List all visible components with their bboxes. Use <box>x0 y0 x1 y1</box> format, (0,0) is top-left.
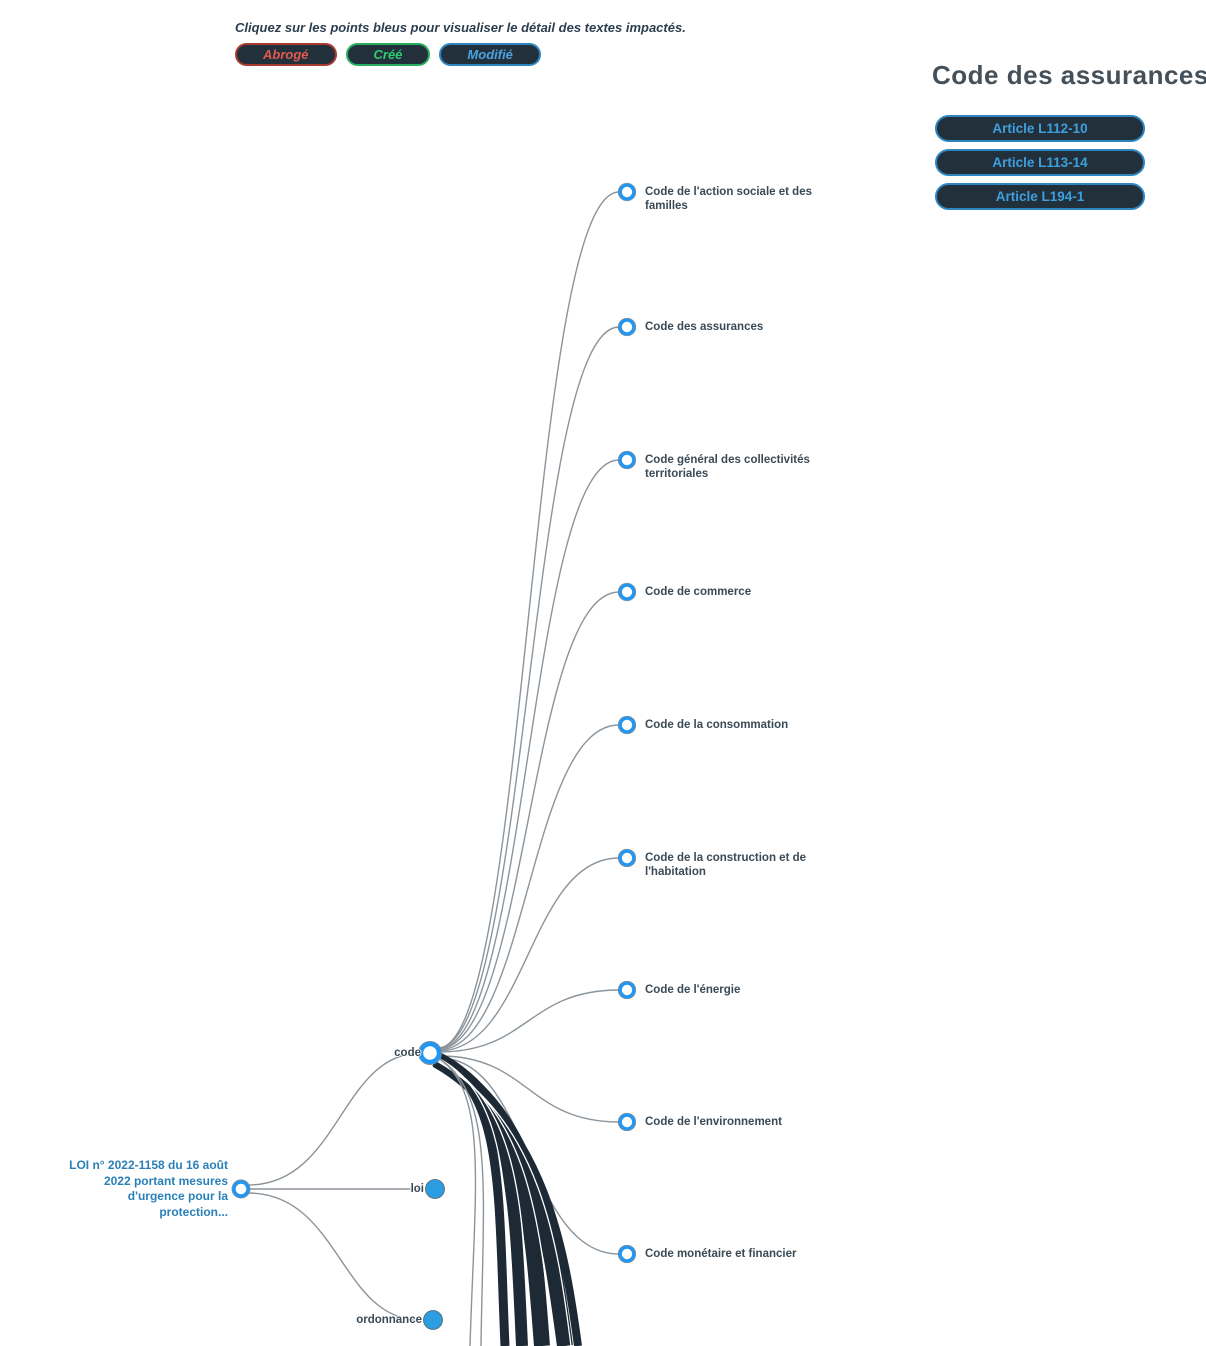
leaf-node-3[interactable] <box>617 450 637 470</box>
article-button-l113-14[interactable]: Article L113-14 <box>935 149 1145 176</box>
leaf-label-assurances: Code des assurances <box>645 321 764 333</box>
article-button-l194-1[interactable]: Article L194-1 <box>935 183 1145 210</box>
leaf-node-5[interactable] <box>617 715 637 735</box>
root-node-label: LOI n° 2022-1158 du 16 août 2022 portant… <box>69 1158 228 1219</box>
branch-node-ordonnance[interactable] <box>423 1310 443 1330</box>
leaf-label-action-sociale: Code de l'action sociale et des familles <box>645 186 812 212</box>
leaf-node-4[interactable] <box>617 582 637 602</box>
branch-label-ordonnance: ordonnance <box>356 1314 422 1326</box>
leaf-label-monetaire: Code monétaire et financier <box>645 1248 797 1260</box>
leaf-node-8[interactable] <box>617 1112 637 1132</box>
code-leaf-links <box>437 191 620 1255</box>
legend-pill-modifie[interactable]: Modifié <box>439 43 541 66</box>
instruction-text: Cliquez sur les points bleus pour visual… <box>235 20 686 35</box>
leaf-label-environnement: Code de l'environnement <box>645 1116 782 1128</box>
leaf-label-commerce: Code de commerce <box>645 586 752 598</box>
branch-label-loi: loi <box>410 1183 424 1195</box>
leaf-label-construction: Code de la construction et de l'habitati… <box>645 852 807 878</box>
detail-panel: Code des assurances Article L112-10 Arti… <box>932 60 1206 217</box>
leaf-node-2[interactable] <box>617 317 637 337</box>
root-links <box>247 1052 424 1321</box>
panel-title: Code des assurances <box>932 60 1206 90</box>
bundle-separators <box>433 1055 572 1346</box>
leaf-node-7[interactable] <box>617 980 637 1000</box>
article-button-l112-10[interactable]: Article L112-10 <box>935 115 1145 142</box>
root-node[interactable] <box>231 1179 251 1199</box>
leaf-label-collectivites: Code général des collectivités territori… <box>645 454 810 480</box>
legend-pill-abroge[interactable]: Abrogé <box>235 43 337 66</box>
leaf-label-consommation: Code de la consommation <box>645 719 789 731</box>
legend: Abrogé Créé Modifié <box>235 43 541 66</box>
legend-pill-cree[interactable]: Créé <box>345 43 431 66</box>
leaf-nodes <box>617 182 637 1264</box>
branch-node-code[interactable] <box>418 1041 442 1065</box>
offscreen-thin-links <box>431 1053 485 1346</box>
branch-node-loi[interactable] <box>425 1179 445 1199</box>
branch-label-code: code <box>394 1047 421 1059</box>
leaf-label-energie: Code de l'énergie <box>645 984 741 996</box>
leaf-node-9[interactable] <box>617 1244 637 1264</box>
leaf-node-1[interactable] <box>617 182 637 202</box>
leaf-node-6[interactable] <box>617 848 637 868</box>
